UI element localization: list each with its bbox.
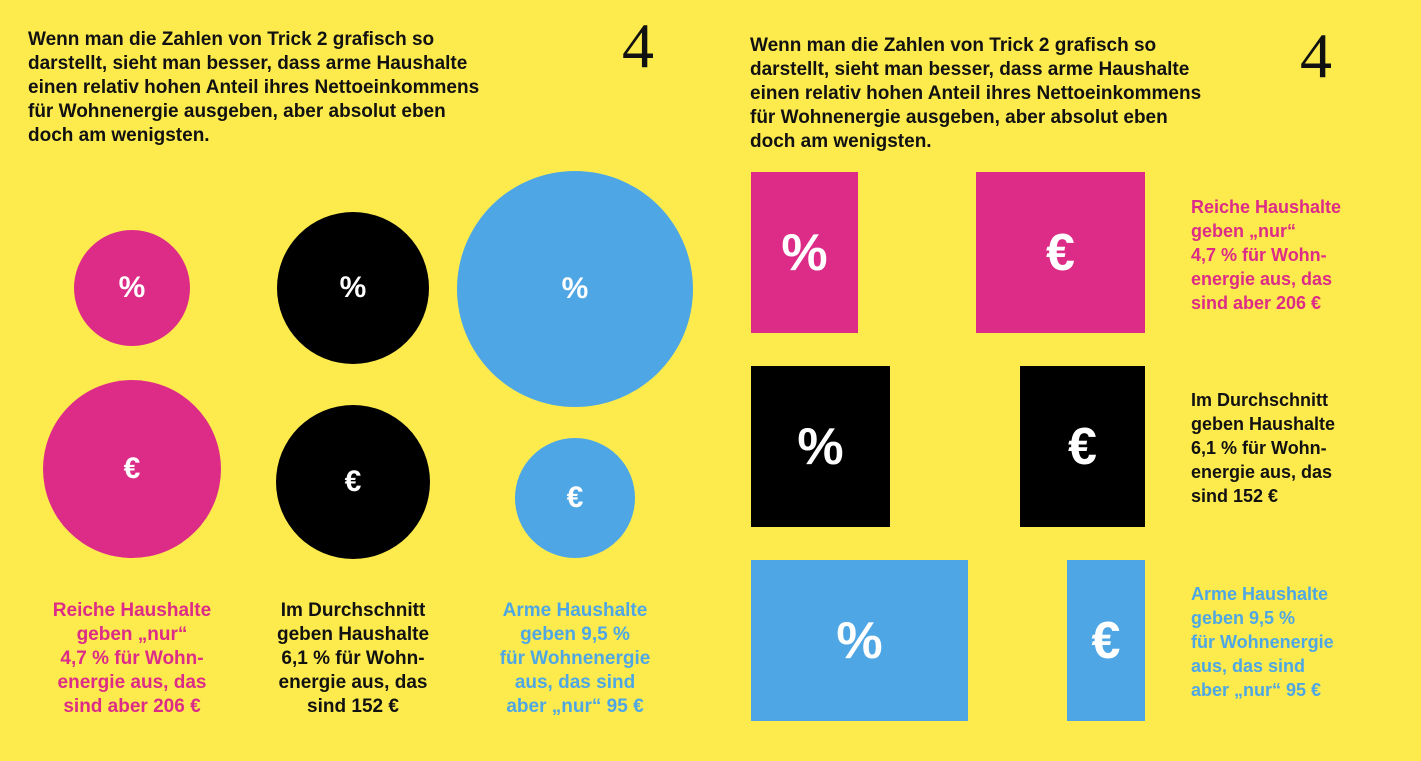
arm-euro-circle: € (515, 438, 635, 558)
arm-percent-circle: % (457, 171, 693, 407)
arm-caption: Arme Haushalte geben 9,5 % für Wohnenerg… (1191, 584, 1334, 700)
page-number: 4 (622, 10, 654, 81)
durchschnitt-percent-rect: % (751, 366, 890, 527)
euro-symbol: € (1068, 417, 1097, 476)
euro-symbol: € (1091, 611, 1121, 670)
durchschnitt-caption: Im Durchschnitt geben Haushalte 6,1 % fü… (276, 600, 430, 717)
durchschnitt-percent-circle: % (277, 212, 429, 364)
page-number: 4 (1300, 20, 1332, 91)
euro-symbol: € (344, 465, 362, 498)
percent-symbol: % (118, 271, 146, 304)
euro-symbol: € (566, 481, 584, 514)
durchschnitt-caption: Im Durchschnitt geben Haushalte 6,1 % fü… (1191, 390, 1336, 506)
arm-euro-rect: € (1067, 560, 1145, 721)
percent-symbol: % (797, 417, 844, 476)
reich-percent-rect: % (751, 172, 858, 333)
arm-percent-rect: % (751, 560, 968, 721)
intro-text: Wenn man die Zahlen von Trick 2 grafisch… (28, 29, 480, 146)
euro-symbol: € (123, 452, 141, 485)
rectangles-panel: Wenn man die Zahlen von Trick 2 grafisch… (710, 0, 1421, 761)
circles-panel: Wenn man die Zahlen von Trick 2 grafisch… (0, 0, 710, 761)
percent-symbol: % (339, 271, 367, 304)
durchschnitt-euro-circle: € (276, 405, 430, 559)
reich-caption: Reiche Haushalte geben „nur“ 4,7 % für W… (52, 600, 212, 717)
arm-caption: Arme Haushalte geben 9,5 % für Wohnenerg… (499, 600, 651, 717)
reich-euro-rect: € (976, 172, 1145, 333)
durchschnitt-euro-rect: € (1020, 366, 1145, 527)
percent-symbol: % (781, 223, 828, 282)
reich-euro-circle: € (43, 380, 221, 558)
euro-symbol: € (1046, 223, 1075, 282)
reich-caption: Reiche Haushalte geben „nur“ 4,7 % für W… (1191, 197, 1342, 313)
intro-text: Wenn man die Zahlen von Trick 2 grafisch… (750, 35, 1202, 152)
percent-symbol: % (836, 611, 883, 670)
reich-percent-circle: % (74, 230, 190, 346)
percent-symbol: % (561, 272, 589, 305)
